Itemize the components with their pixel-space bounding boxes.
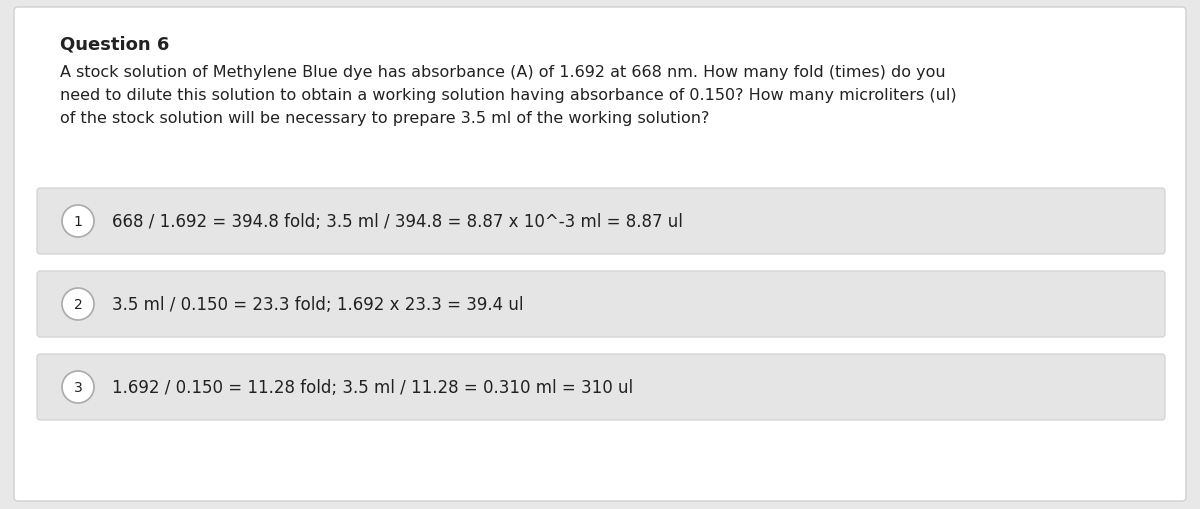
FancyBboxPatch shape [37, 354, 1165, 420]
FancyBboxPatch shape [37, 189, 1165, 254]
Text: 1: 1 [73, 215, 83, 229]
Text: A stock solution of Methylene Blue dye has absorbance (A) of 1.692 at 668 nm. Ho: A stock solution of Methylene Blue dye h… [60, 65, 956, 125]
FancyBboxPatch shape [37, 271, 1165, 337]
Text: 3: 3 [73, 380, 83, 394]
Text: 2: 2 [73, 297, 83, 312]
FancyBboxPatch shape [14, 8, 1186, 501]
Ellipse shape [62, 371, 94, 403]
Text: Question 6: Question 6 [60, 35, 169, 53]
Text: 3.5 ml / 0.150 = 23.3 fold; 1.692 x 23.3 = 39.4 ul: 3.5 ml / 0.150 = 23.3 fold; 1.692 x 23.3… [112, 295, 523, 314]
Text: 1.692 / 0.150 = 11.28 fold; 3.5 ml / 11.28 = 0.310 ml = 310 ul: 1.692 / 0.150 = 11.28 fold; 3.5 ml / 11.… [112, 378, 634, 396]
Ellipse shape [62, 206, 94, 238]
Text: 668 / 1.692 = 394.8 fold; 3.5 ml / 394.8 = 8.87 x 10^-3 ml = 8.87 ul: 668 / 1.692 = 394.8 fold; 3.5 ml / 394.8… [112, 213, 683, 231]
Ellipse shape [62, 289, 94, 320]
